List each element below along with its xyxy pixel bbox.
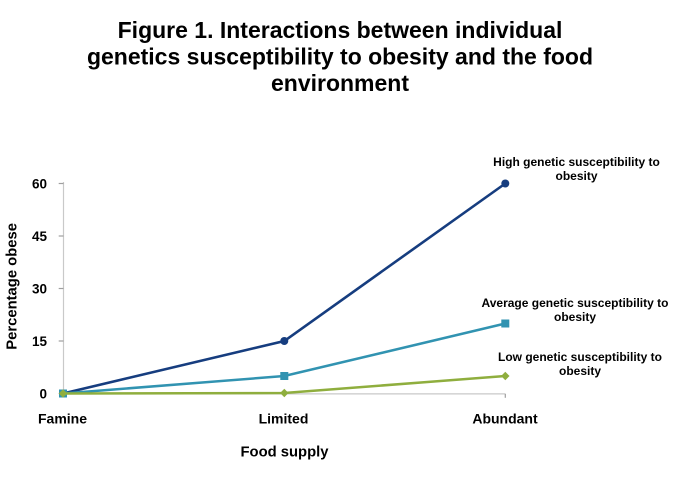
- svg-text:environment: environment: [271, 70, 409, 96]
- svg-text:Food supply: Food supply: [241, 445, 330, 461]
- svg-text:High genetic susceptibility to: High genetic susceptibility to: [493, 155, 660, 169]
- svg-text:obesity: obesity: [559, 364, 601, 378]
- svg-text:Famine: Famine: [38, 411, 87, 427]
- svg-text:45: 45: [32, 229, 48, 244]
- svg-text:30: 30: [32, 282, 47, 297]
- svg-text:60: 60: [32, 177, 47, 192]
- svg-text:Percentage obese: Percentage obese: [5, 223, 21, 350]
- svg-text:genetics susceptibility to obe: genetics susceptibility to obesity and t…: [87, 44, 593, 70]
- svg-text:15: 15: [32, 334, 48, 349]
- svg-text:0: 0: [39, 387, 47, 402]
- svg-text:Average genetic susceptibility: Average genetic susceptibility to: [482, 296, 669, 310]
- svg-text:Low genetic susceptibility to: Low genetic susceptibility to: [498, 350, 662, 364]
- svg-text:obesity: obesity: [555, 169, 597, 183]
- svg-text:Abundant: Abundant: [472, 411, 538, 427]
- svg-text:obesity: obesity: [554, 310, 596, 324]
- svg-text:Limited: Limited: [259, 411, 309, 427]
- svg-text:Figure 1. Interactions between: Figure 1. Interactions between individua…: [118, 17, 563, 43]
